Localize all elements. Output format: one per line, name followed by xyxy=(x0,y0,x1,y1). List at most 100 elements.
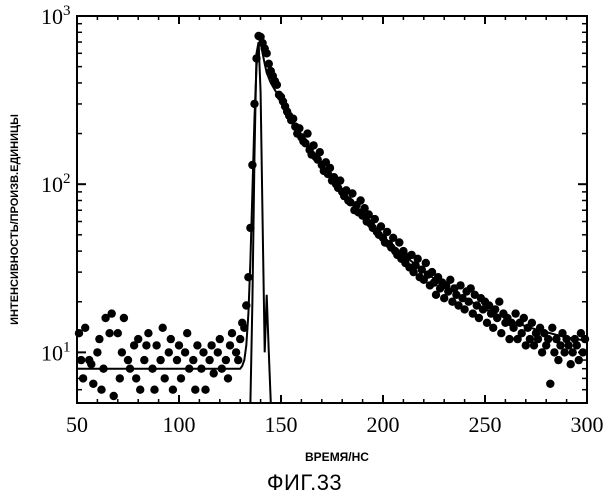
data-point xyxy=(348,189,357,198)
data-point xyxy=(452,290,461,299)
data-point xyxy=(562,334,571,344)
data-point xyxy=(376,222,386,231)
data-point xyxy=(464,297,473,306)
data-point xyxy=(364,210,373,219)
data-point xyxy=(289,114,298,123)
y-tick-label: 101 xyxy=(41,339,71,365)
data-point xyxy=(360,204,369,213)
data-point xyxy=(272,80,282,90)
data-point xyxy=(295,124,304,133)
data-point xyxy=(533,334,543,344)
data-point xyxy=(248,160,257,170)
data-point xyxy=(180,348,190,357)
data-point xyxy=(336,176,345,185)
instrument-response-line xyxy=(249,41,272,404)
x-tick-label: 300 xyxy=(571,412,604,437)
data-point xyxy=(456,281,465,290)
data-point xyxy=(209,369,218,378)
data-point xyxy=(552,334,561,344)
data-point xyxy=(81,323,90,332)
data-point xyxy=(78,374,88,383)
data-point xyxy=(495,297,504,306)
data-point xyxy=(142,341,151,350)
data-point xyxy=(160,374,169,383)
data-point xyxy=(199,348,208,357)
data-point xyxy=(231,348,241,357)
data-point xyxy=(264,59,273,68)
data-point xyxy=(242,301,251,310)
data-point xyxy=(150,385,159,394)
data-point xyxy=(87,360,96,369)
data-point xyxy=(244,273,253,282)
data-point xyxy=(529,341,539,350)
data-point xyxy=(217,364,226,373)
data-point xyxy=(240,323,249,332)
data-point xyxy=(174,341,184,350)
data-point xyxy=(564,341,573,350)
data-point xyxy=(99,364,108,373)
data-point xyxy=(115,374,125,383)
data-point xyxy=(511,309,520,318)
data-point xyxy=(472,301,481,310)
data-point xyxy=(205,355,214,365)
data-point xyxy=(74,329,84,338)
data-point xyxy=(382,227,392,237)
data-point xyxy=(191,385,200,394)
data-point xyxy=(168,385,178,394)
data-point xyxy=(546,379,555,388)
data-point xyxy=(309,141,318,150)
data-point xyxy=(537,348,547,357)
data-point xyxy=(413,254,422,263)
data-point xyxy=(440,294,449,303)
data-point xyxy=(129,341,139,350)
data-point xyxy=(262,49,271,58)
data-point xyxy=(315,148,324,157)
data-point xyxy=(550,348,559,357)
data-point xyxy=(558,329,567,338)
x-tick-label: 150 xyxy=(265,412,298,437)
data-point xyxy=(136,385,145,394)
data-point xyxy=(158,323,167,332)
data-point xyxy=(517,329,526,338)
figure-label: ФИГ.33 xyxy=(266,470,343,495)
data-point xyxy=(207,341,216,350)
data-point xyxy=(201,385,210,394)
data-point xyxy=(140,355,149,365)
data-point xyxy=(560,348,569,357)
y-tick-exponent: 2 xyxy=(63,171,71,187)
data-point xyxy=(221,355,231,365)
y-tick-label: 102 xyxy=(41,171,71,197)
data-point xyxy=(189,355,198,365)
chart-svg: 50 100 150 200 250 300 101 102 103 ВРЕМЯ/НС ИНТ… xyxy=(9,3,604,464)
data-point xyxy=(556,341,565,350)
data-point xyxy=(250,99,259,109)
data-point xyxy=(172,355,182,365)
data-point xyxy=(89,379,98,388)
data-point xyxy=(548,323,557,332)
data-point xyxy=(427,267,437,277)
data-point xyxy=(236,334,245,344)
data-point xyxy=(568,348,577,357)
data-point xyxy=(117,348,127,357)
data-point xyxy=(144,329,153,338)
data-point xyxy=(123,355,133,365)
data-point xyxy=(107,309,116,318)
data-point xyxy=(395,238,404,247)
data-point xyxy=(505,334,514,344)
data-point xyxy=(105,329,114,338)
data-point xyxy=(454,301,463,310)
data-points xyxy=(74,31,590,401)
data-point xyxy=(417,265,426,274)
data-point xyxy=(152,341,161,350)
data-point xyxy=(468,309,477,318)
data-point xyxy=(572,341,581,350)
data-point xyxy=(93,348,102,357)
data-point xyxy=(513,334,522,344)
data-point xyxy=(113,329,123,338)
data-point xyxy=(197,364,206,373)
data-point xyxy=(431,290,441,299)
data-point xyxy=(301,139,310,148)
x-tick-label: 200 xyxy=(367,412,400,437)
x-tick-label: 50 xyxy=(66,412,88,437)
data-point xyxy=(356,196,365,205)
